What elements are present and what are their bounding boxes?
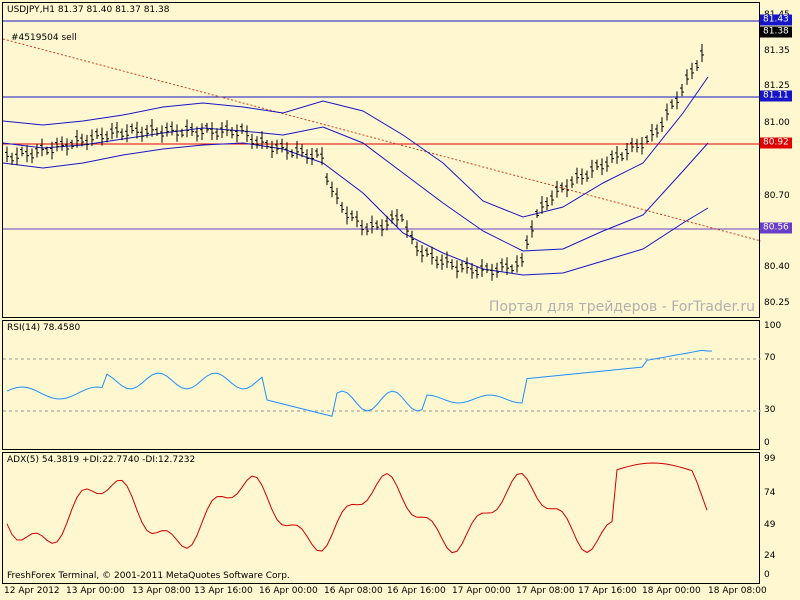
price-chart-canvas (3, 20, 761, 281)
time-tick: 16 Apr 00:00 (259, 586, 318, 596)
price-tick: 81.00 (764, 118, 790, 128)
time-tick: 16 Apr 16:00 (387, 586, 446, 596)
trend-line (3, 38, 761, 242)
rsi-line (6, 349, 712, 417)
adx-tick: 49 (764, 520, 776, 530)
price-badge-order: 80.92 (760, 137, 792, 149)
adx-line (6, 462, 708, 554)
price-badge-support: 80.56 (760, 222, 792, 234)
adx-tick: 24 (764, 551, 776, 561)
time-tick: 16 Apr 08:00 (324, 586, 383, 596)
time-tick: 17 Apr 00:00 (452, 586, 511, 596)
adx-tick: 74 (764, 488, 776, 498)
rsi-tick: 70 (764, 353, 776, 363)
price-tick: 81.35 (764, 46, 790, 56)
price-tick: 81.25 (764, 81, 790, 91)
price-axis: 81.45 81.35 81.25 81.00 80.70 80.40 80.2… (760, 2, 800, 318)
adx-panel[interactable]: ADX(5) 54.3819 +DI:22.7740 -DI:12.7232 F… (2, 452, 760, 584)
time-tick: 13 Apr 08:00 (132, 586, 191, 596)
middle-band (3, 126, 709, 252)
price-tick: 80.25 (764, 298, 790, 308)
adx-tick: 99 (764, 454, 776, 464)
price-badge-level: 81.11 (760, 90, 792, 102)
adx-tick: 0 (764, 570, 770, 580)
price-badge-resistance: 81.43 (760, 14, 792, 26)
rsi-canvas (3, 349, 761, 417)
rsi-axis: 100 70 30 0 (760, 320, 800, 450)
price-chart-panel[interactable]: USDJPY,H1 81.37 81.40 81.37 81.38 #45195… (2, 2, 761, 318)
adx-axis: 99 74 49 24 0 (760, 452, 800, 584)
time-tick: 17 Apr 08:00 (516, 586, 575, 596)
adx-header: ADX(5) 54.3819 +DI:22.7740 -DI:12.7232 (7, 455, 196, 465)
adx-canvas (6, 462, 708, 554)
rsi-tick: 30 (764, 405, 776, 415)
time-tick: 18 Apr 08:00 (708, 586, 767, 596)
time-tick: 18 Apr 00:00 (642, 586, 701, 596)
symbol-header: USDJPY,H1 81.37 81.40 81.37 81.38 (7, 5, 170, 15)
time-tick: 17 Apr 16:00 (578, 586, 637, 596)
order-label[interactable]: #4519504 sell (11, 33, 77, 43)
rsi-tick: 0 (764, 438, 770, 448)
rsi-header: RSI(14) 78.4580 (7, 323, 81, 333)
watermark: Портал для трейдеров - ForTrader.ru (488, 299, 755, 315)
time-tick: 13 Apr 00:00 (66, 586, 125, 596)
time-tick: 13 Apr 16:00 (194, 586, 253, 596)
time-axis: 12 Apr 2012 13 Apr 00:00 13 Apr 08:00 13… (2, 584, 767, 600)
copyright-text: FreshForex Terminal, © 2001-2011 MetaQuo… (7, 571, 290, 581)
rsi-tick: 100 (764, 321, 782, 331)
upper-band (3, 76, 709, 218)
lower-band (3, 142, 709, 276)
time-tick: 12 Apr 2012 (4, 586, 60, 596)
price-tick: 80.70 (764, 191, 790, 201)
price-tick: 80.40 (764, 262, 790, 272)
price-badge-current: 81.38 (760, 26, 792, 38)
rsi-panel[interactable]: RSI(14) 78.4580 (2, 320, 761, 450)
